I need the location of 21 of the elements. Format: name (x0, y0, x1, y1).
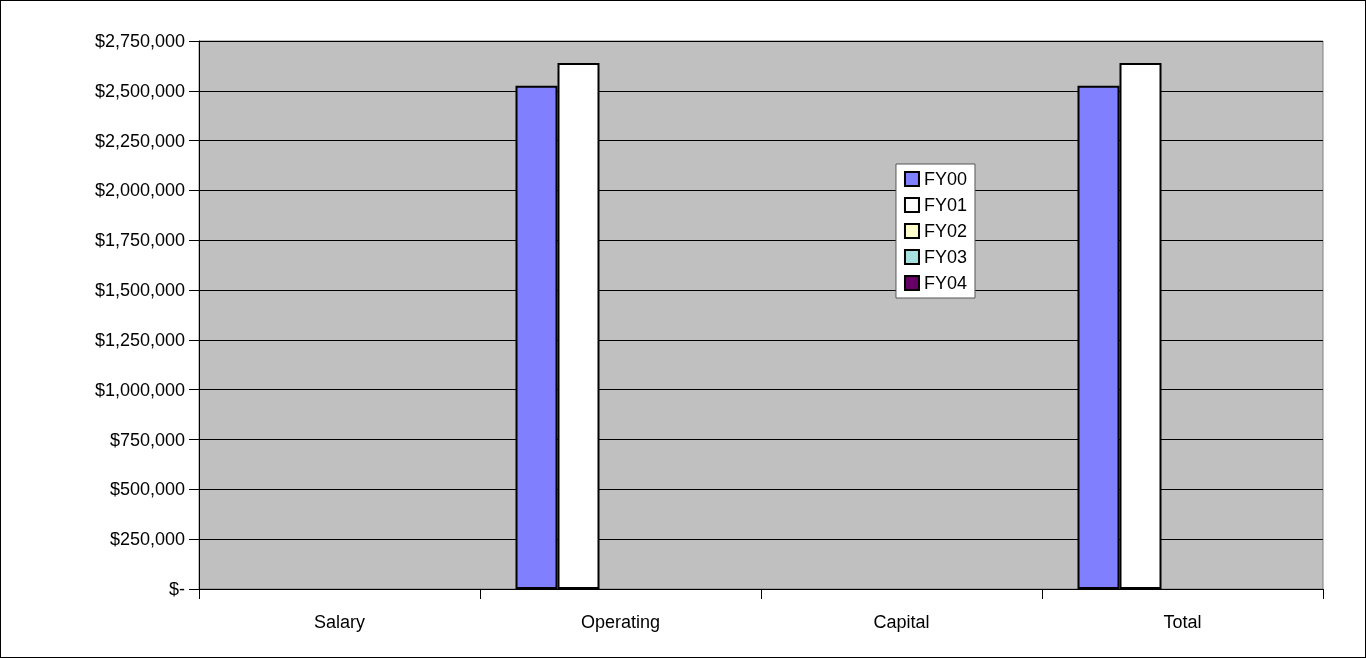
y-tick-label: $2,250,000 (94, 130, 185, 151)
y-tick-label: $- (168, 579, 185, 599)
legend-label: FY01 (923, 195, 968, 215)
x-tick-label: Salary (313, 612, 366, 632)
y-tick-label: $250,000 (109, 529, 185, 550)
y-tick-label: $2,000,000 (94, 180, 185, 201)
x-tick-label: Operating (580, 612, 661, 632)
legend-label: FY03 (923, 247, 968, 267)
x-tick-label: Capital (873, 612, 930, 632)
y-tick-label: $2,500,000 (94, 80, 185, 101)
y-tick-label: $1,000,000 (94, 379, 185, 400)
legend-label: FY04 (923, 273, 968, 293)
y-tick-label: $2,750,000 (94, 31, 185, 51)
x-tick-label: Total (1163, 612, 1202, 632)
legend-label: FY00 (923, 169, 968, 189)
y-tick-label: $500,000 (109, 479, 185, 500)
y-tick-label: $750,000 (109, 429, 185, 450)
y-tick-label: $1,250,000 (94, 329, 185, 350)
y-tick-label: $1,750,000 (94, 230, 185, 251)
y-tick-label: $1,500,000 (94, 280, 185, 301)
legend-label: FY02 (923, 221, 968, 241)
